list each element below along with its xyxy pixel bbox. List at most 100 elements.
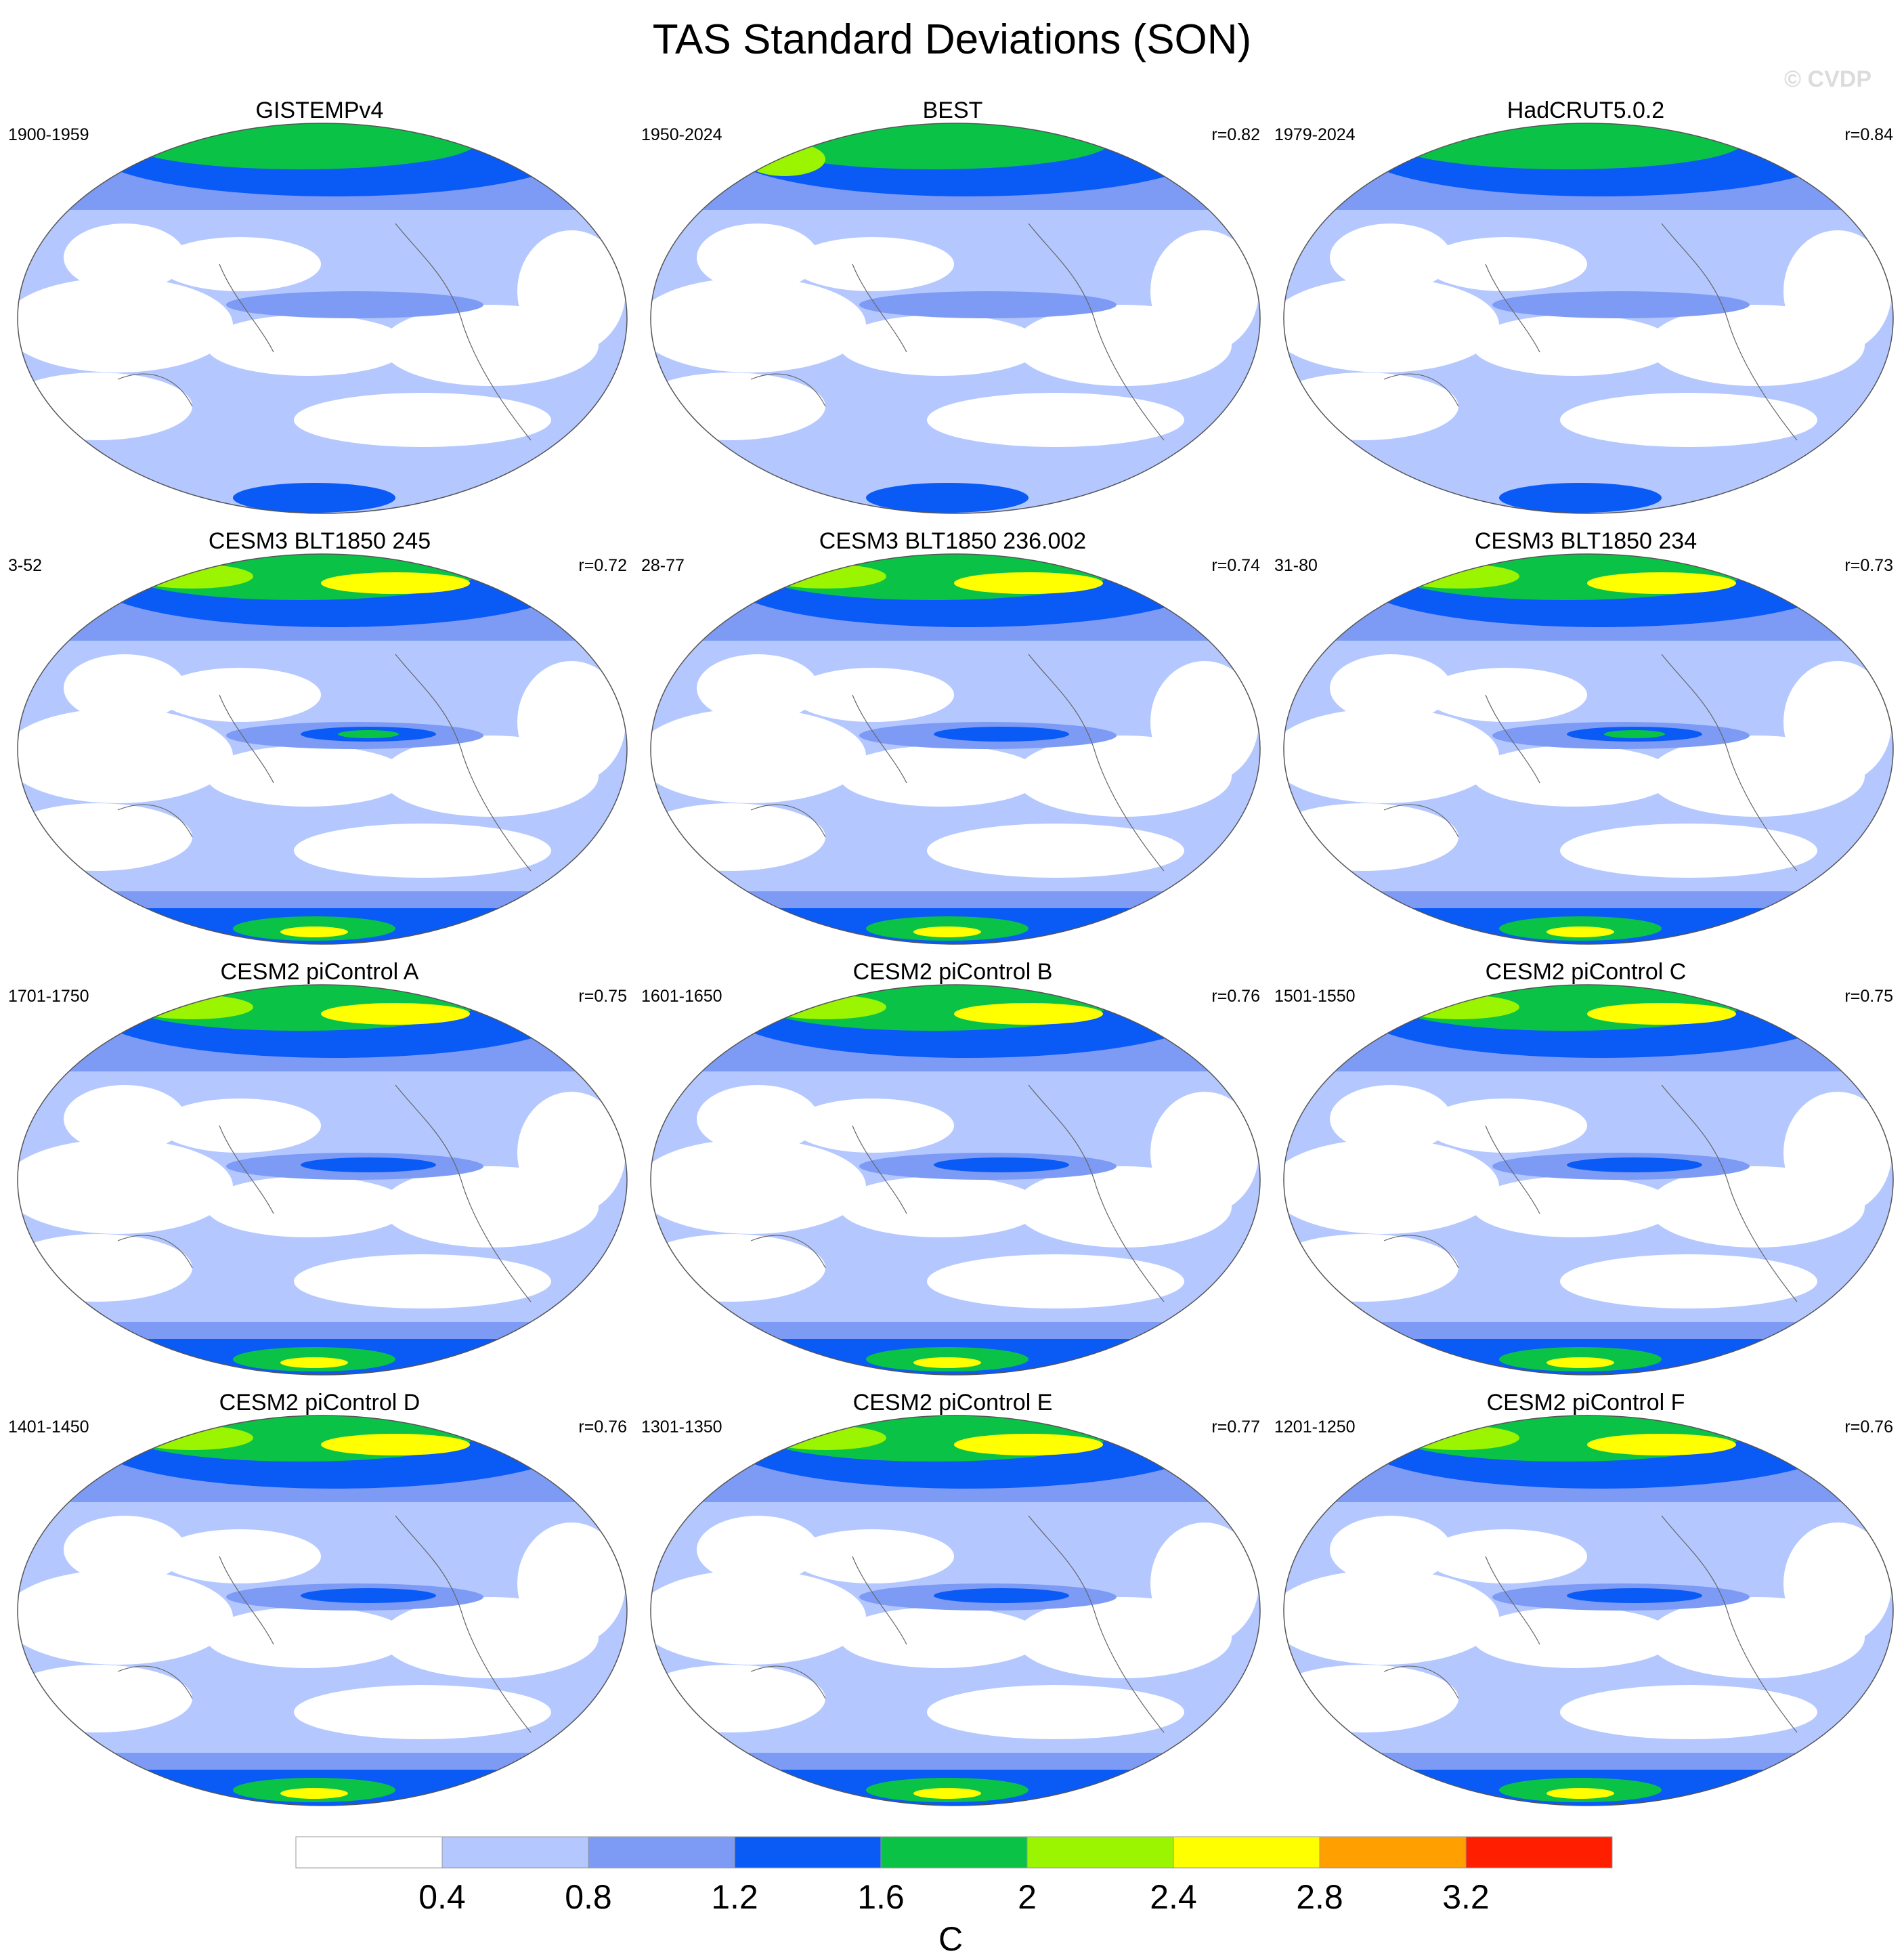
- panel-period: 1301-1350: [641, 1418, 722, 1436]
- map-panel: CESM2 piControl F 1201-1250 r=0.76: [1274, 1387, 1897, 1807]
- coastline: [117, 654, 532, 872]
- low-variance-region: [1783, 661, 1892, 783]
- low-variance-region: [651, 278, 866, 372]
- low-variance-region: [206, 746, 409, 807]
- low-variance-region: [651, 708, 866, 803]
- world-map: [1283, 123, 1894, 514]
- world-map: [650, 553, 1261, 945]
- figure-title: TAS Standard Deviations (SON): [652, 16, 1252, 63]
- low-variance-region: [792, 668, 954, 722]
- coastline: [750, 1084, 1165, 1302]
- low-variance-region: [1783, 1092, 1892, 1214]
- low-variance-region: [1150, 230, 1259, 352]
- low-variance-region: [1284, 1139, 1499, 1234]
- colorbar-swatch: [880, 1836, 1028, 1869]
- panel-title: CESM3 BLT1850 234: [1474, 528, 1697, 554]
- panel-correlation: r=0.75: [578, 987, 627, 1006]
- panel-period: 31-80: [1274, 556, 1318, 575]
- low-variance-region: [697, 654, 819, 722]
- panel-title: BEST: [922, 98, 983, 123]
- panel-period: 3-52: [8, 556, 43, 575]
- colorbar-tick-label: 2.4: [1150, 1878, 1197, 1916]
- panel-correlation: r=0.84: [1844, 125, 1893, 144]
- low-variance-region: [158, 1529, 321, 1583]
- low-variance-region: [1330, 1516, 1452, 1583]
- panel-title: GISTEMPv4: [255, 98, 384, 123]
- panel-correlation: r=0.75: [1844, 987, 1893, 1006]
- low-variance-region: [1560, 1685, 1817, 1739]
- low-variance-region: [294, 1685, 551, 1739]
- world-map: [1283, 1415, 1894, 1806]
- panel-period: 1601-1650: [641, 987, 722, 1006]
- low-variance-region: [64, 1516, 186, 1583]
- low-variance-region: [1425, 1529, 1587, 1583]
- panel-period: 1701-1750: [8, 987, 89, 1006]
- panel-period: 1979-2024: [1274, 125, 1356, 144]
- panel-period: 1950-2024: [641, 125, 722, 144]
- panel-period: 1501-1550: [1274, 987, 1356, 1006]
- panel-correlation: r=0.77: [1211, 1418, 1260, 1436]
- map-panel: GISTEMPv4 1900-1959: [8, 95, 631, 515]
- world-map: [17, 984, 628, 1376]
- world-map: [1283, 553, 1894, 945]
- low-variance-region: [1783, 1522, 1892, 1644]
- colorbar-swatch: [1173, 1836, 1320, 1869]
- coastline: [117, 1084, 532, 1302]
- low-variance-region: [839, 315, 1042, 376]
- colorbar-tick-label: 0.8: [565, 1878, 612, 1916]
- low-variance-region: [64, 654, 186, 722]
- low-variance-region: [1284, 708, 1499, 803]
- low-variance-region: [206, 315, 409, 376]
- low-variance-region: [294, 1254, 551, 1308]
- low-variance-region: [697, 1085, 819, 1153]
- map-panel: CESM3 BLT1850 236.002 28-77 r=0.74: [641, 526, 1264, 945]
- colorbar-swatch: [1319, 1836, 1467, 1869]
- panel-correlation: r=0.72: [578, 556, 627, 575]
- low-variance-region: [927, 1685, 1184, 1739]
- colorbar-tick-label: 0.4: [418, 1878, 466, 1916]
- map-panel: CESM2 piControl A 1701-1750 r=0.75: [8, 956, 631, 1376]
- low-variance-region: [792, 237, 954, 291]
- low-variance-region: [206, 1607, 409, 1668]
- colorbar-tick-label: 3.2: [1442, 1878, 1490, 1916]
- colorbar-tick-label: 1.2: [711, 1878, 758, 1916]
- coastline: [750, 654, 1165, 872]
- coastline: [1383, 654, 1798, 872]
- low-variance-region: [839, 1176, 1042, 1237]
- low-variance-region: [158, 668, 321, 722]
- low-variance-region: [1425, 668, 1587, 722]
- colorbar-swatch: [734, 1836, 882, 1869]
- world-map: [17, 553, 628, 945]
- panel-title: CESM2 piControl D: [219, 1390, 420, 1415]
- cvdp-watermark: © CVDP: [1784, 66, 1871, 92]
- low-variance-region: [651, 1139, 866, 1234]
- low-variance-region: [206, 1176, 409, 1237]
- low-variance-region: [18, 278, 233, 372]
- low-variance-region: [839, 746, 1042, 807]
- coastline: [750, 1515, 1165, 1733]
- panel-correlation: r=0.76: [1844, 1418, 1893, 1436]
- low-variance-region: [1330, 223, 1452, 291]
- colorbar-swatch: [1465, 1836, 1613, 1869]
- low-variance-region: [517, 1092, 626, 1214]
- coastline: [117, 1515, 532, 1733]
- world-map: [1283, 984, 1894, 1376]
- panel-period: 28-77: [641, 556, 685, 575]
- panel-title: CESM2 piControl C: [1485, 959, 1687, 985]
- low-variance-region: [792, 1529, 954, 1583]
- panel-title: CESM2 piControl F: [1486, 1390, 1685, 1415]
- low-variance-region: [18, 708, 233, 803]
- low-variance-region: [64, 223, 186, 291]
- low-variance-region: [1783, 230, 1892, 352]
- low-variance-region: [1150, 1522, 1259, 1644]
- low-variance-region: [1330, 1085, 1452, 1153]
- low-variance-region: [158, 1099, 321, 1153]
- low-variance-region: [64, 1085, 186, 1153]
- colorbar-swatch: [1026, 1836, 1174, 1869]
- colorbar-swatch: [441, 1836, 589, 1869]
- low-variance-region: [1560, 1254, 1817, 1308]
- low-variance-region: [158, 237, 321, 291]
- panel-title: CESM3 BLT1850 245: [208, 528, 431, 554]
- low-variance-region: [697, 223, 819, 291]
- low-variance-region: [1472, 315, 1675, 376]
